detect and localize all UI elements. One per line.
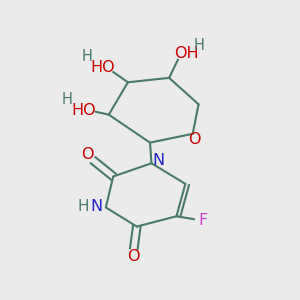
Text: O: O [188, 132, 200, 147]
Text: OH: OH [174, 46, 199, 61]
Text: H: H [81, 49, 92, 64]
Text: N: N [152, 153, 164, 168]
Text: H: H [62, 92, 73, 107]
Text: H: H [78, 199, 89, 214]
Text: HO: HO [91, 60, 115, 75]
Text: O: O [128, 249, 140, 264]
Text: H: H [194, 38, 205, 53]
Text: HO: HO [71, 103, 96, 118]
Text: N: N [90, 199, 103, 214]
Text: F: F [198, 213, 208, 228]
Text: O: O [82, 147, 94, 162]
